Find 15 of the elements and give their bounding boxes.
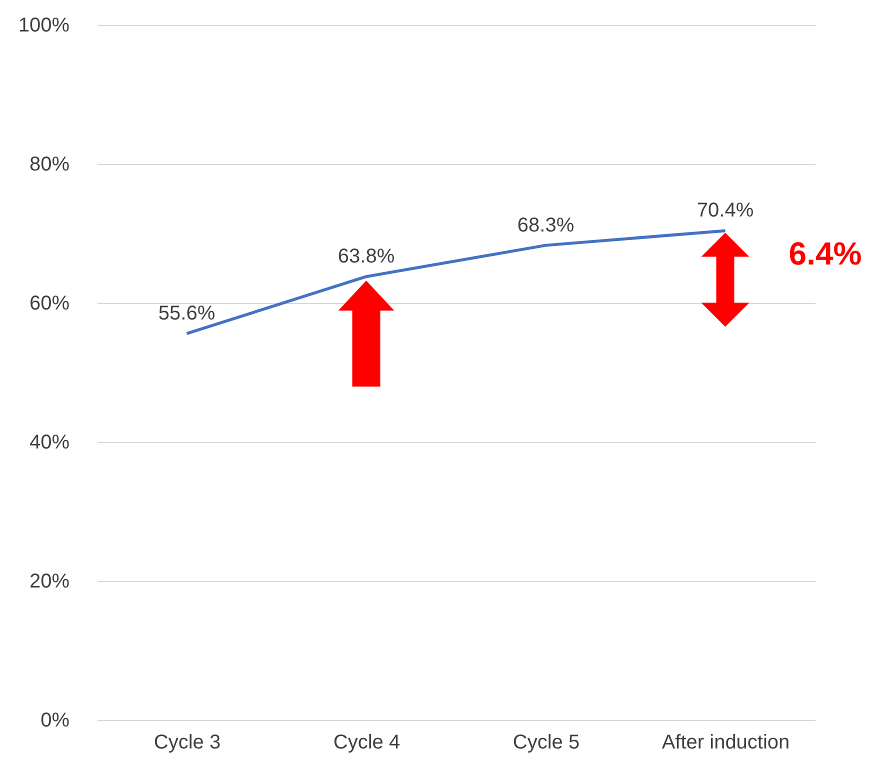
x-tick-label: After induction [662, 732, 790, 754]
y-tick-label: 0% [40, 710, 70, 732]
text: 55.6% [158, 302, 216, 325]
y-tick-label: 20% [29, 570, 70, 592]
annotation: 6.4% [788, 236, 862, 272]
y-tick-label: 40% [29, 432, 70, 454]
y-tick-label: 100% [18, 14, 70, 36]
text: 63.8% [338, 246, 395, 268]
y-tick-label: 80% [29, 154, 70, 176]
x-tick-label: Cycle 5 [512, 732, 580, 754]
text: 70.4% [696, 200, 754, 222]
text: 68.3% [517, 214, 574, 236]
x-tick-label: Cycle 3 [154, 732, 221, 754]
y-tick-label: 60% [29, 292, 70, 314]
x-tick-label: Cycle 4 [333, 732, 400, 754]
